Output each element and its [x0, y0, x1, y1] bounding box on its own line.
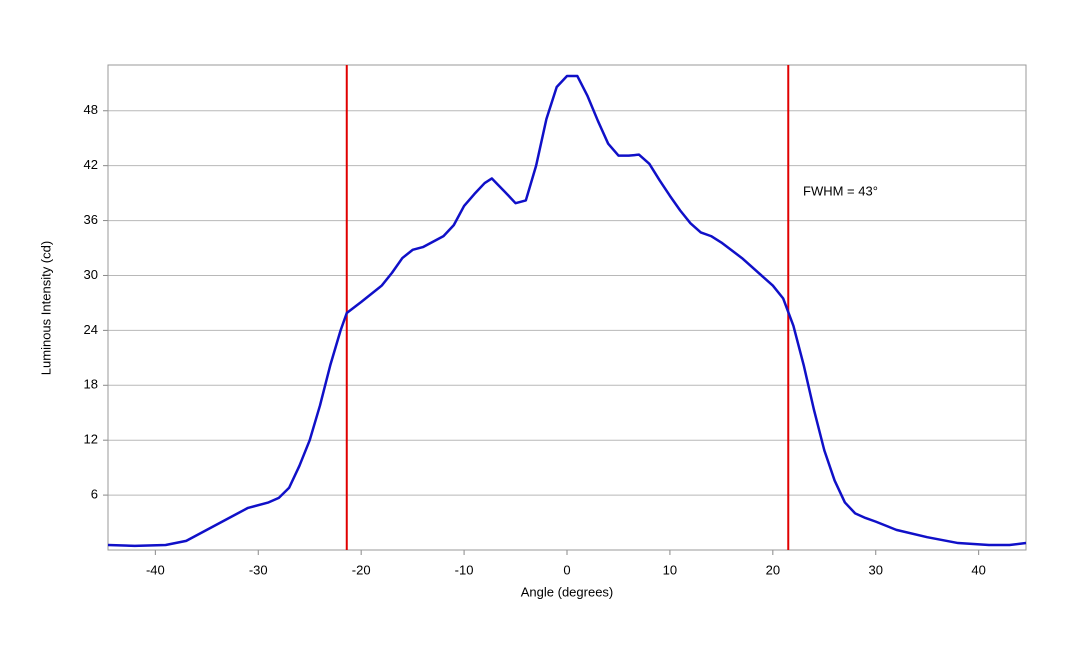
y-tick-label: 18	[84, 377, 98, 392]
x-tick-label: 20	[766, 562, 780, 577]
x-tick-label: 40	[971, 562, 985, 577]
y-tick-label: 48	[84, 102, 98, 117]
x-tick-label: -10	[455, 562, 474, 577]
x-axis-label: Angle (degrees)	[521, 584, 614, 599]
y-tick-label: 30	[84, 267, 98, 282]
x-tick-label: 30	[869, 562, 883, 577]
y-axis-label: Luminous Intensity (cd)	[38, 241, 53, 375]
y-tick-label: 6	[91, 487, 98, 502]
x-tick-label: 10	[663, 562, 677, 577]
y-tick-label: 42	[84, 157, 98, 172]
x-tick-label: 0	[563, 562, 570, 577]
x-tick-label: -30	[249, 562, 268, 577]
y-tick-label: 24	[84, 322, 98, 337]
plot-border	[107, 64, 1027, 551]
y-tick-label: 12	[84, 432, 98, 447]
y-tick-label: 36	[84, 212, 98, 227]
data-line	[107, 74, 1027, 548]
annotation: FWHM = 43°	[803, 183, 878, 198]
x-tick-label: -40	[146, 562, 165, 577]
x-tick-label: -20	[352, 562, 371, 577]
